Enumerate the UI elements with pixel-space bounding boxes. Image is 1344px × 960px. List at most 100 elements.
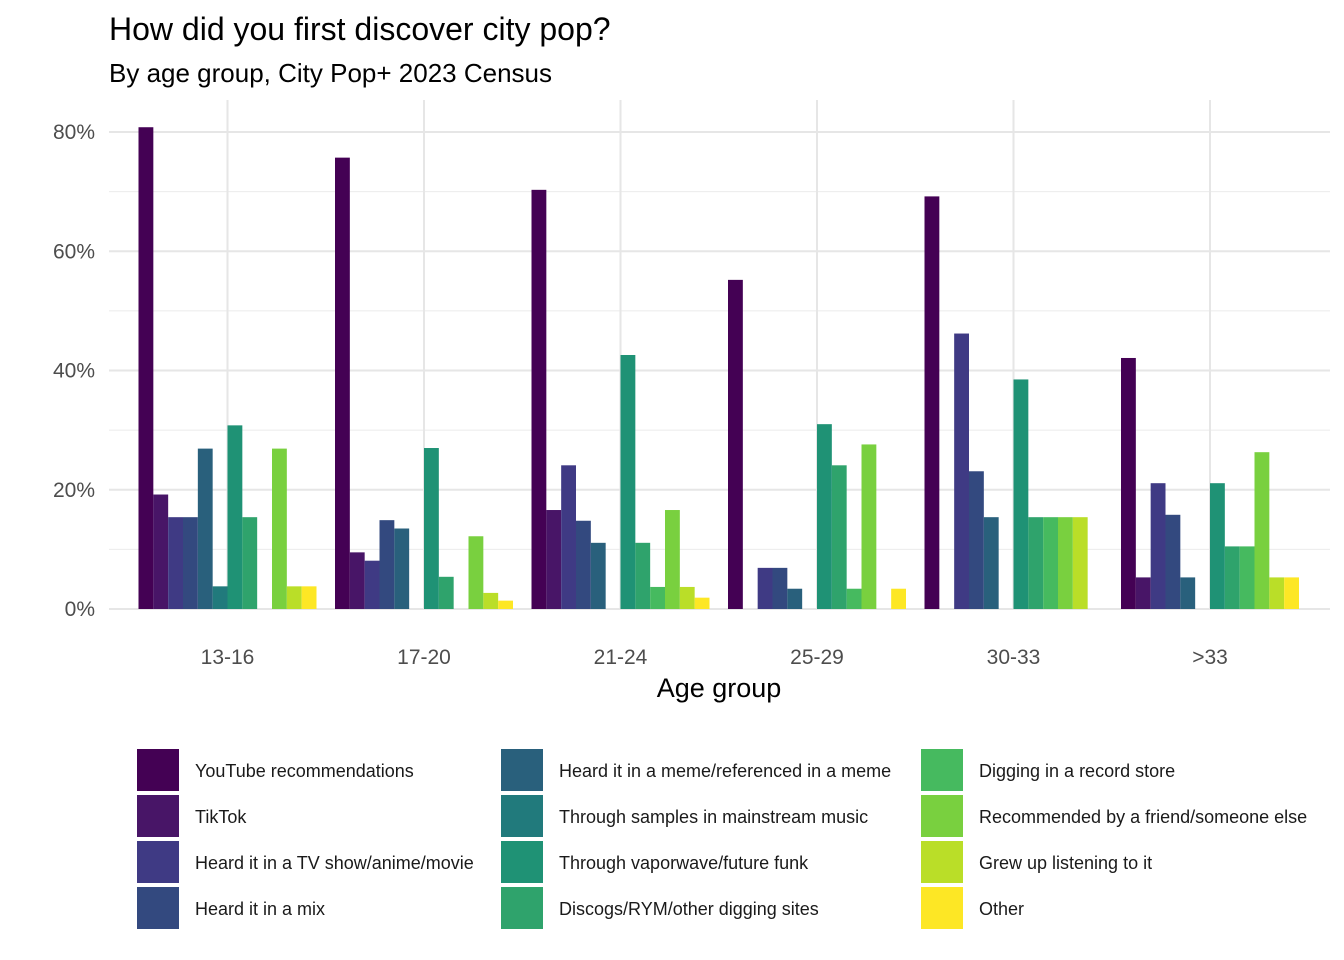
- bar: [679, 586, 695, 609]
- legend-label: Heard it in a mix: [195, 899, 325, 919]
- bar: [227, 425, 243, 609]
- bar: [1072, 517, 1088, 609]
- gridlines: [109, 100, 1330, 610]
- bar: [1028, 517, 1044, 609]
- legend-label: Heard it in a TV show/anime/movie: [195, 853, 474, 873]
- legend-swatch: [921, 795, 963, 837]
- y-tick-label: 20%: [53, 479, 95, 502]
- legend-swatch: [501, 887, 543, 929]
- chart-subtitle: By age group, City Pop+ 2023 Census: [109, 58, 552, 88]
- y-tick-label: 80%: [53, 121, 95, 144]
- y-axis-tick-labels: 0% 20% 40% 60% 80%: [53, 121, 95, 621]
- bar: [924, 196, 940, 609]
- x-tick-label: >33: [1192, 646, 1228, 669]
- bar: [394, 528, 410, 609]
- legend-label: Heard it in a meme/referenced in a meme: [559, 761, 891, 781]
- bar: [483, 592, 499, 609]
- legend-swatch: [501, 841, 543, 883]
- legend-label: YouTube recommendations: [195, 761, 414, 781]
- bar: [349, 552, 365, 609]
- bar: [1165, 514, 1181, 609]
- legend-label: Through vaporwave/future funk: [559, 853, 809, 873]
- bar: [1043, 517, 1058, 609]
- bar: [861, 444, 877, 609]
- bar: [364, 560, 380, 609]
- legend-swatch: [501, 749, 543, 791]
- bar: [286, 586, 302, 609]
- bar: [212, 586, 228, 609]
- bar: [531, 189, 547, 609]
- bar: [183, 517, 198, 609]
- y-tick-label: 60%: [53, 240, 95, 263]
- legend-label: Recommended by a friend/someone else: [979, 807, 1307, 827]
- legend-swatch: [137, 841, 179, 883]
- bar: [1135, 577, 1151, 609]
- bar: [561, 465, 576, 609]
- bar: [301, 586, 317, 609]
- legend-swatch: [501, 795, 543, 837]
- y-tick-label: 0%: [65, 598, 95, 621]
- bar: [891, 588, 906, 609]
- bar: [694, 597, 710, 609]
- legend: YouTube recommendations TikTok Heard it in…: [137, 749, 1307, 929]
- bar: [1013, 379, 1029, 609]
- bar: [1058, 517, 1073, 609]
- bar: [468, 536, 484, 609]
- bar: [620, 354, 636, 609]
- bars: [138, 127, 1299, 610]
- bar: [665, 510, 680, 609]
- bar: [954, 333, 969, 609]
- bar: [576, 520, 591, 609]
- bar: [831, 465, 847, 609]
- bar: [1239, 546, 1255, 609]
- bar: [1121, 357, 1136, 609]
- bar: [650, 586, 665, 609]
- bar: [787, 588, 803, 609]
- legend-swatch: [137, 749, 179, 791]
- bar: [546, 510, 562, 609]
- legend-label: Digging in a record store: [979, 761, 1175, 781]
- x-tick-label: 17-20: [397, 646, 451, 669]
- bar: [772, 567, 788, 609]
- x-axis-title: Age group: [657, 673, 782, 703]
- bar: [590, 542, 606, 609]
- bar: [846, 588, 862, 609]
- legend-swatch: [137, 887, 179, 929]
- bar: [272, 448, 287, 609]
- bar: [335, 157, 350, 610]
- bar: [757, 567, 773, 609]
- bar: [1210, 483, 1225, 609]
- legend-label: TikTok: [195, 807, 247, 827]
- bar: [728, 279, 743, 609]
- bar: [424, 448, 439, 609]
- x-tick-label: 25-29: [790, 646, 844, 669]
- legend-label: Other: [979, 899, 1024, 919]
- bar: [1254, 452, 1270, 609]
- bar: [1269, 577, 1285, 609]
- x-tick-label: 30-33: [987, 646, 1041, 669]
- legend-swatch: [921, 749, 963, 791]
- legend-swatch: [921, 887, 963, 929]
- chart-title: How did you first discover city pop?: [109, 11, 611, 47]
- y-tick-label: 40%: [53, 360, 95, 383]
- bar: [498, 600, 513, 609]
- x-tick-label: 21-24: [594, 646, 648, 669]
- bar: [379, 520, 395, 609]
- bar: [153, 494, 169, 609]
- x-axis-tick-labels: 13-16 17-20 21-24 25-29 30-33 >33: [201, 646, 1228, 669]
- bar: [242, 517, 258, 609]
- bar: [1150, 483, 1166, 609]
- bar: [817, 424, 832, 609]
- bar: [1224, 546, 1240, 609]
- x-tick-label: 13-16: [201, 646, 255, 669]
- bar: [635, 542, 651, 609]
- bar: [983, 517, 999, 609]
- bar: [168, 517, 183, 609]
- bar: [1284, 577, 1299, 609]
- bar: [138, 127, 154, 609]
- legend-swatch: [137, 795, 179, 837]
- legend-label: Through samples in mainstream music: [559, 807, 868, 827]
- bar: [969, 471, 984, 609]
- legend-label: Grew up listening to it: [979, 853, 1152, 873]
